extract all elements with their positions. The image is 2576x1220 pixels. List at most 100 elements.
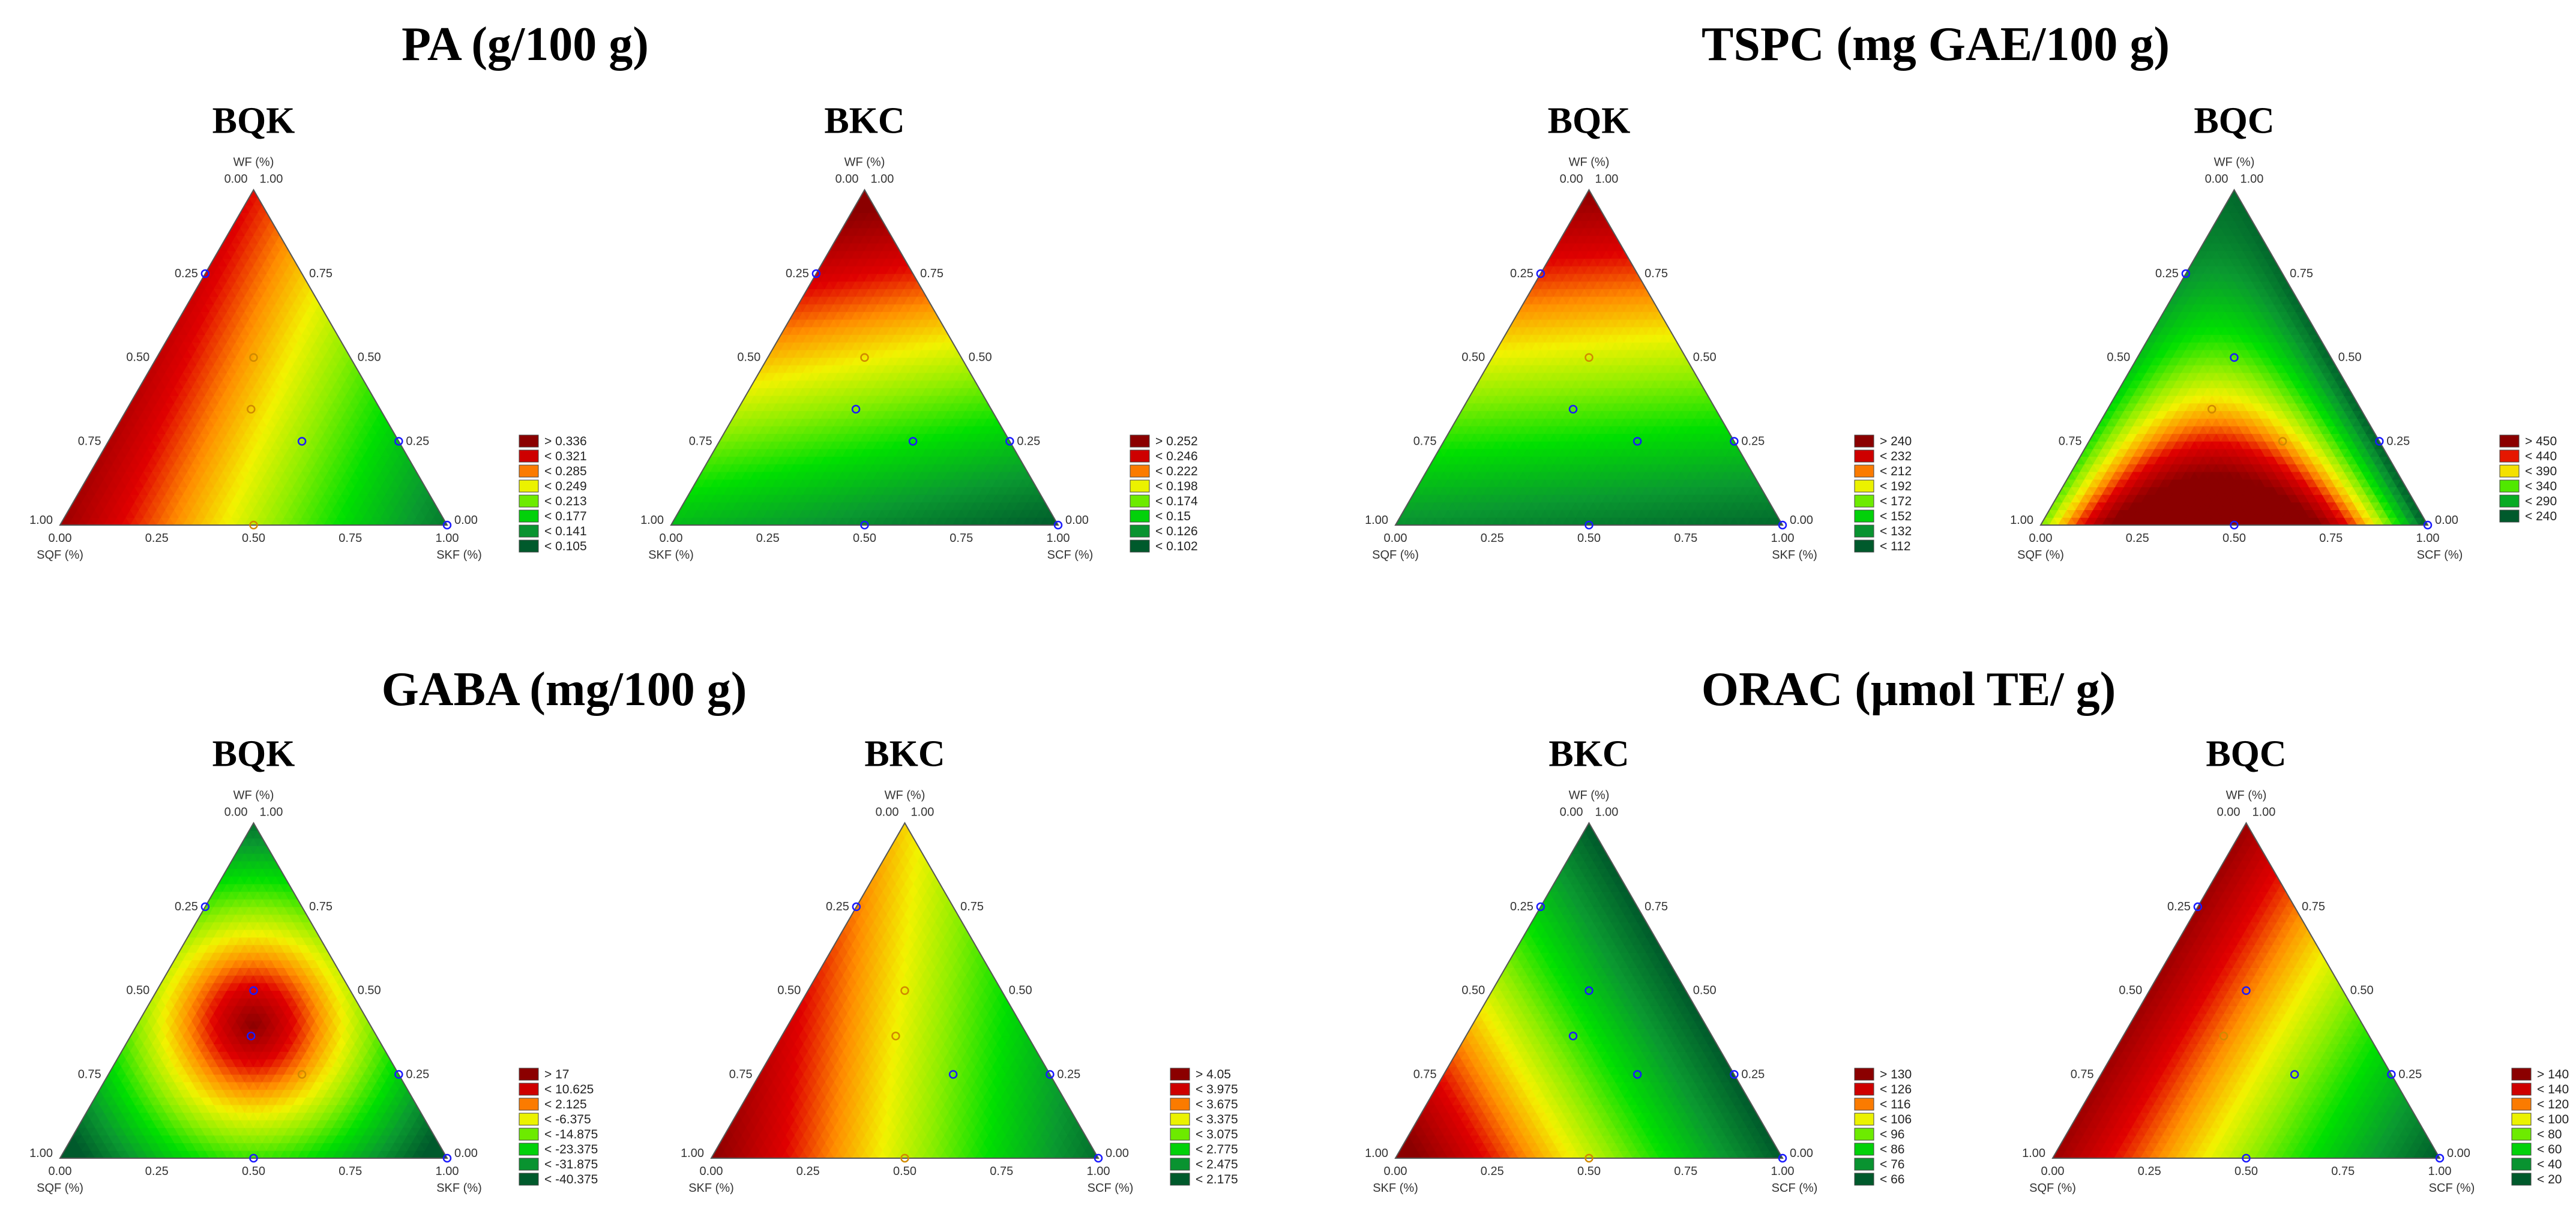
design-point	[1536, 269, 1545, 278]
triangle-outline	[1394, 822, 1784, 1159]
tick-label: 1.00	[1365, 514, 1388, 527]
design-point	[900, 1153, 909, 1163]
tick-label: 0.50	[358, 984, 381, 997]
legend-swatch	[1854, 1098, 1874, 1111]
legend-swatch	[1854, 1068, 1874, 1081]
tick-label: 0.75	[729, 1068, 753, 1081]
tick-label: 0.50	[2119, 984, 2142, 997]
triangle-outline	[670, 188, 1059, 526]
design-point	[394, 1070, 403, 1079]
legend-label: < 3.975	[1196, 1083, 1238, 1096]
legend-swatch	[2499, 509, 2520, 523]
tick-label: 0.00	[1560, 172, 1583, 185]
design-point	[249, 986, 258, 995]
legend-swatch	[519, 479, 539, 493]
tick-label: 0.50	[1693, 351, 1717, 364]
design-point	[249, 353, 258, 362]
legend-swatch	[1130, 539, 1150, 553]
legend-label: < 0.105	[544, 539, 587, 553]
tick-label: 0.00	[1065, 514, 1089, 527]
tick-label: 0.50	[2107, 351, 2130, 364]
design-point	[1584, 353, 1593, 362]
design-point	[1094, 1153, 1103, 1163]
tick-label: 0.75	[309, 900, 333, 913]
ternary-panel: BKC 0.00 0.25 0.25 0.75 0.50 0.50 0.50 0.75 0.75 0…	[640, 100, 1198, 562]
design-point	[1730, 1070, 1739, 1079]
tick-label: 0.00	[1790, 1147, 1813, 1160]
triangle-outline	[2051, 822, 2441, 1159]
design-point	[1046, 1070, 1055, 1079]
tick-label: 0.00	[2029, 532, 2053, 545]
tick-label: 0.75	[1413, 434, 1437, 448]
tick-label: 0.25	[406, 1068, 429, 1081]
legend-label: > 130	[1880, 1068, 1912, 1081]
legend-label: < 0.15	[1155, 509, 1191, 523]
legend-swatch	[2511, 1113, 2532, 1126]
tick-label: 0.00	[2205, 172, 2228, 185]
tick-label: 1.00	[1595, 172, 1619, 185]
legend-swatch	[1854, 1173, 1874, 1186]
legend-swatch	[1854, 1083, 1874, 1096]
design-point	[2423, 520, 2433, 530]
axis-label-left: SQF (%)	[37, 548, 83, 562]
tick-label: 0.25	[796, 1165, 820, 1178]
design-point	[811, 269, 821, 278]
tick-label: 1.00	[260, 805, 283, 819]
design-point	[2230, 520, 2239, 530]
tick-label: 0.25	[1741, 434, 1765, 448]
tick-label: 0.50	[242, 532, 265, 545]
legend-label: < 172	[1880, 494, 1912, 508]
legend-swatch	[1854, 494, 1874, 508]
legend-label: < 100	[2537, 1113, 2569, 1126]
panel-subtitle: BQC	[2206, 733, 2286, 774]
tick-label: 0.00	[454, 514, 478, 527]
legend-label: < 80	[2537, 1128, 2562, 1141]
tick-label: 0.25	[2398, 1068, 2422, 1081]
legend-swatch	[519, 1068, 539, 1081]
tick-label: 0.00	[1384, 532, 1407, 545]
contour-surface	[711, 822, 1099, 1159]
legend-swatch	[1854, 479, 1874, 493]
legend-swatch	[2499, 464, 2520, 478]
tick-label: 0.00	[49, 1165, 72, 1178]
ternary-panels: BQK 0.00 0.25 0.25 0.75 0.50 0.50 0.50 0.75 0.75 0…	[29, 100, 2569, 1195]
design-point	[908, 437, 918, 446]
tick-label: 1.00	[29, 1147, 53, 1160]
legend-label: > 0.336	[544, 434, 587, 448]
legend-label: > 17	[544, 1068, 569, 1081]
legend-swatch	[2499, 434, 2520, 448]
axis-label-top: WF (%)	[1569, 155, 1610, 169]
design-point	[851, 404, 861, 414]
tick-label: 0.25	[1017, 434, 1040, 448]
legend-label: < 0.141	[544, 524, 587, 538]
design-point	[860, 353, 869, 362]
legend-label: < 2.475	[1196, 1158, 1238, 1171]
legend-label: < 0.198	[1155, 479, 1198, 493]
tick-label: 1.00	[2252, 805, 2276, 819]
legend-label: < 290	[2525, 494, 2557, 508]
design-point	[1053, 520, 1063, 530]
design-point	[2230, 353, 2239, 362]
design-point	[2219, 1032, 2228, 1041]
tick-label: 0.75	[2302, 900, 2325, 913]
legend-label: < 76	[1880, 1158, 1904, 1171]
legend-label: < 112	[1880, 539, 1911, 553]
design-point	[900, 986, 909, 995]
panel-subtitle: BQC	[2194, 100, 2274, 141]
legend-swatch	[1854, 539, 1874, 553]
legend-swatch	[519, 494, 539, 508]
axis-label-top: WF (%)	[2226, 789, 2267, 802]
legend-swatch	[1130, 479, 1150, 493]
tick-label: 0.25	[175, 900, 198, 913]
ternary-panel: BQC 0.00 0.25 0.25 0.75 0.50 0.50 0.50 0.75 0.75 0…	[2010, 100, 2557, 562]
design-point	[2387, 1070, 2396, 1079]
legend-swatch	[2499, 494, 2520, 508]
legend-swatch	[1854, 1143, 1874, 1156]
legend-label: > 4.05	[1196, 1068, 1231, 1081]
legend-label: < -23.375	[544, 1143, 598, 1156]
tick-label: 0.75	[1413, 1068, 1437, 1081]
tick-label: 0.50	[2350, 984, 2374, 997]
legend-label: < 2.125	[544, 1098, 587, 1111]
tick-label: 0.25	[145, 532, 169, 545]
legend-label: < 0.249	[544, 479, 587, 493]
